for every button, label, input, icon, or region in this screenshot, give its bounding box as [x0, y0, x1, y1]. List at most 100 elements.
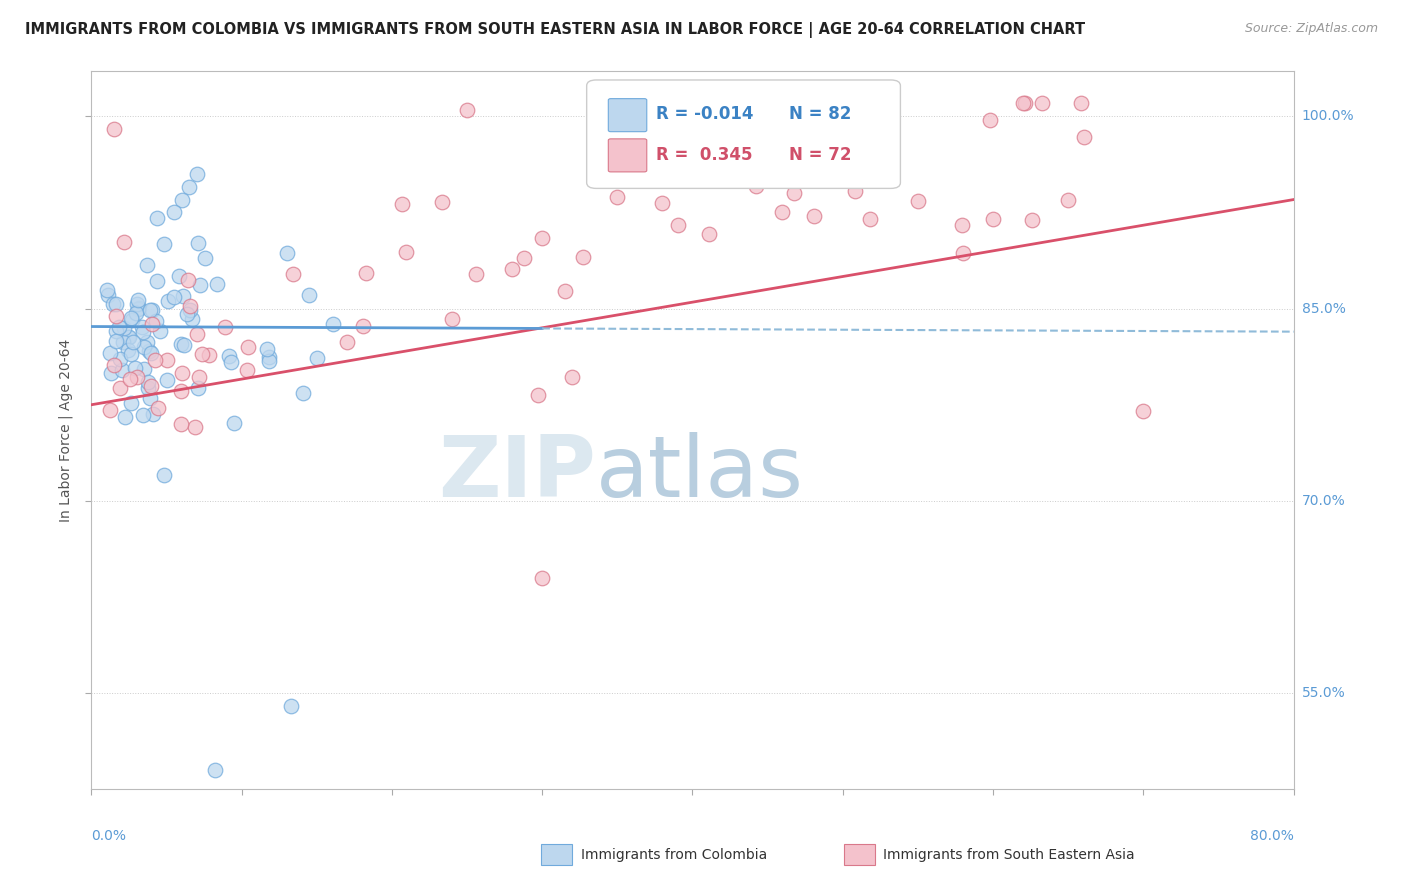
Point — [979, 112, 1001, 127]
Point — [183, 420, 205, 434]
Point — [146, 401, 169, 416]
Point — [1031, 96, 1053, 111]
Point — [172, 289, 194, 303]
Point — [741, 97, 763, 112]
Point — [124, 360, 146, 375]
Text: 80.0%: 80.0% — [1250, 829, 1294, 843]
Point — [322, 317, 344, 331]
Point — [170, 417, 193, 431]
Point — [145, 211, 167, 225]
Point — [186, 167, 208, 181]
Text: 100.0%: 100.0% — [1302, 109, 1354, 123]
Text: 55.0%: 55.0% — [1302, 686, 1346, 700]
Point — [98, 346, 121, 360]
Text: IMMIGRANTS FROM COLOMBIA VS IMMIGRANTS FROM SOUTH EASTERN ASIA IN LABOR FORCE | : IMMIGRANTS FROM COLOMBIA VS IMMIGRANTS F… — [25, 22, 1085, 38]
Point — [177, 273, 200, 287]
Point — [152, 468, 174, 483]
Point — [1012, 96, 1035, 111]
Point — [711, 120, 734, 134]
Point — [136, 334, 159, 349]
Point — [465, 267, 488, 281]
Point — [305, 351, 328, 365]
Point — [96, 283, 118, 297]
Point — [831, 173, 853, 187]
Text: 85.0%: 85.0% — [1302, 301, 1346, 316]
Point — [122, 334, 145, 349]
Point — [283, 267, 305, 281]
Point — [181, 312, 204, 326]
Point — [112, 321, 135, 335]
Text: 0.0%: 0.0% — [91, 829, 127, 843]
Point — [108, 352, 131, 367]
Point — [218, 349, 240, 363]
Point — [859, 212, 882, 227]
Text: 70.0%: 70.0% — [1302, 494, 1346, 508]
Point — [170, 384, 193, 398]
Point — [186, 327, 208, 342]
Point — [177, 179, 200, 194]
Point — [105, 334, 128, 348]
Point — [156, 373, 179, 387]
Point — [256, 342, 278, 356]
Point — [138, 302, 160, 317]
Point — [666, 218, 689, 232]
Point — [127, 301, 149, 316]
Point — [188, 278, 211, 293]
Point — [131, 319, 153, 334]
Point — [118, 372, 141, 386]
Point — [136, 258, 159, 272]
Text: atlas: atlas — [596, 432, 804, 515]
Point — [354, 266, 377, 280]
Point — [198, 348, 221, 362]
Point — [606, 190, 628, 204]
Point — [561, 369, 583, 384]
Point — [179, 299, 201, 313]
Point — [191, 347, 214, 361]
Point — [391, 197, 413, 211]
Point — [1057, 193, 1080, 207]
Point — [141, 378, 163, 392]
Point — [127, 297, 149, 311]
Point — [187, 235, 209, 250]
Point — [149, 325, 172, 339]
Point — [501, 261, 523, 276]
Point — [1132, 404, 1154, 418]
Point — [145, 314, 167, 328]
Point — [167, 827, 190, 841]
Point — [1070, 96, 1092, 111]
Point — [132, 340, 155, 354]
Point — [104, 296, 127, 310]
Point — [430, 195, 453, 210]
Point — [125, 369, 148, 384]
Text: Source: ZipAtlas.com: Source: ZipAtlas.com — [1244, 22, 1378, 36]
Point — [132, 362, 155, 376]
Point — [100, 366, 122, 380]
Point — [141, 302, 163, 317]
Point — [103, 122, 125, 136]
FancyBboxPatch shape — [609, 139, 647, 172]
Point — [141, 317, 163, 331]
Point — [276, 246, 298, 260]
Text: N = 82: N = 82 — [789, 105, 851, 123]
Point — [257, 350, 280, 364]
Point — [697, 227, 720, 242]
Point — [118, 330, 141, 344]
Point — [145, 274, 167, 288]
Point — [531, 571, 554, 585]
Y-axis label: In Labor Force | Age 20-64: In Labor Force | Age 20-64 — [58, 339, 73, 522]
Point — [138, 376, 160, 390]
Point — [136, 381, 159, 395]
Point — [120, 346, 142, 360]
Point — [950, 218, 973, 232]
Point — [194, 252, 217, 266]
Point — [179, 303, 201, 318]
Point — [336, 334, 359, 349]
Point — [128, 301, 150, 315]
Point — [167, 269, 190, 284]
Text: Immigrants from Colombia: Immigrants from Colombia — [581, 847, 766, 862]
Point — [456, 103, 478, 117]
Point — [291, 386, 314, 401]
Point — [139, 391, 162, 405]
Point — [120, 395, 142, 409]
Point — [527, 388, 550, 402]
